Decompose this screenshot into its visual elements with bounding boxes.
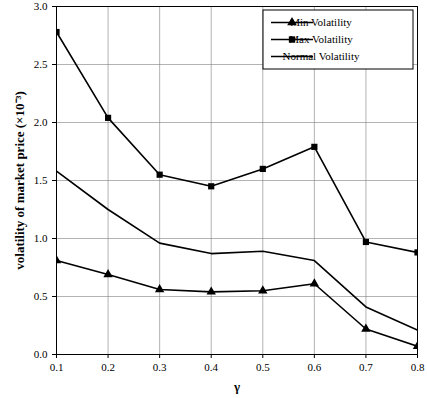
svg-text:γ: γ bbox=[233, 379, 240, 394]
svg-text:0.2: 0.2 bbox=[101, 361, 115, 373]
svg-text:Normal Volatility: Normal Volatility bbox=[283, 50, 360, 62]
svg-text:2.5: 2.5 bbox=[34, 58, 48, 70]
svg-text:Min Volatility: Min Volatility bbox=[290, 16, 352, 28]
svg-text:0.5: 0.5 bbox=[256, 361, 270, 373]
svg-text:3.0: 3.0 bbox=[34, 0, 48, 12]
svg-text:0.6: 0.6 bbox=[307, 361, 321, 373]
svg-text:Max Volatility: Max Volatility bbox=[289, 33, 353, 45]
svg-text:2.0: 2.0 bbox=[34, 116, 48, 128]
svg-text:0.5: 0.5 bbox=[34, 290, 48, 302]
svg-text:0.0: 0.0 bbox=[34, 348, 48, 360]
svg-text:volatility of market price (×1: volatility of market price (×10⁻³) bbox=[12, 91, 27, 269]
svg-text:0.3: 0.3 bbox=[153, 361, 167, 373]
svg-text:0.7: 0.7 bbox=[359, 361, 373, 373]
svg-text:0.8: 0.8 bbox=[411, 361, 425, 373]
svg-text:0.4: 0.4 bbox=[204, 361, 218, 373]
svg-text:1.0: 1.0 bbox=[34, 232, 48, 244]
svg-text:1.5: 1.5 bbox=[34, 174, 48, 186]
svg-text:0.1: 0.1 bbox=[50, 361, 64, 373]
